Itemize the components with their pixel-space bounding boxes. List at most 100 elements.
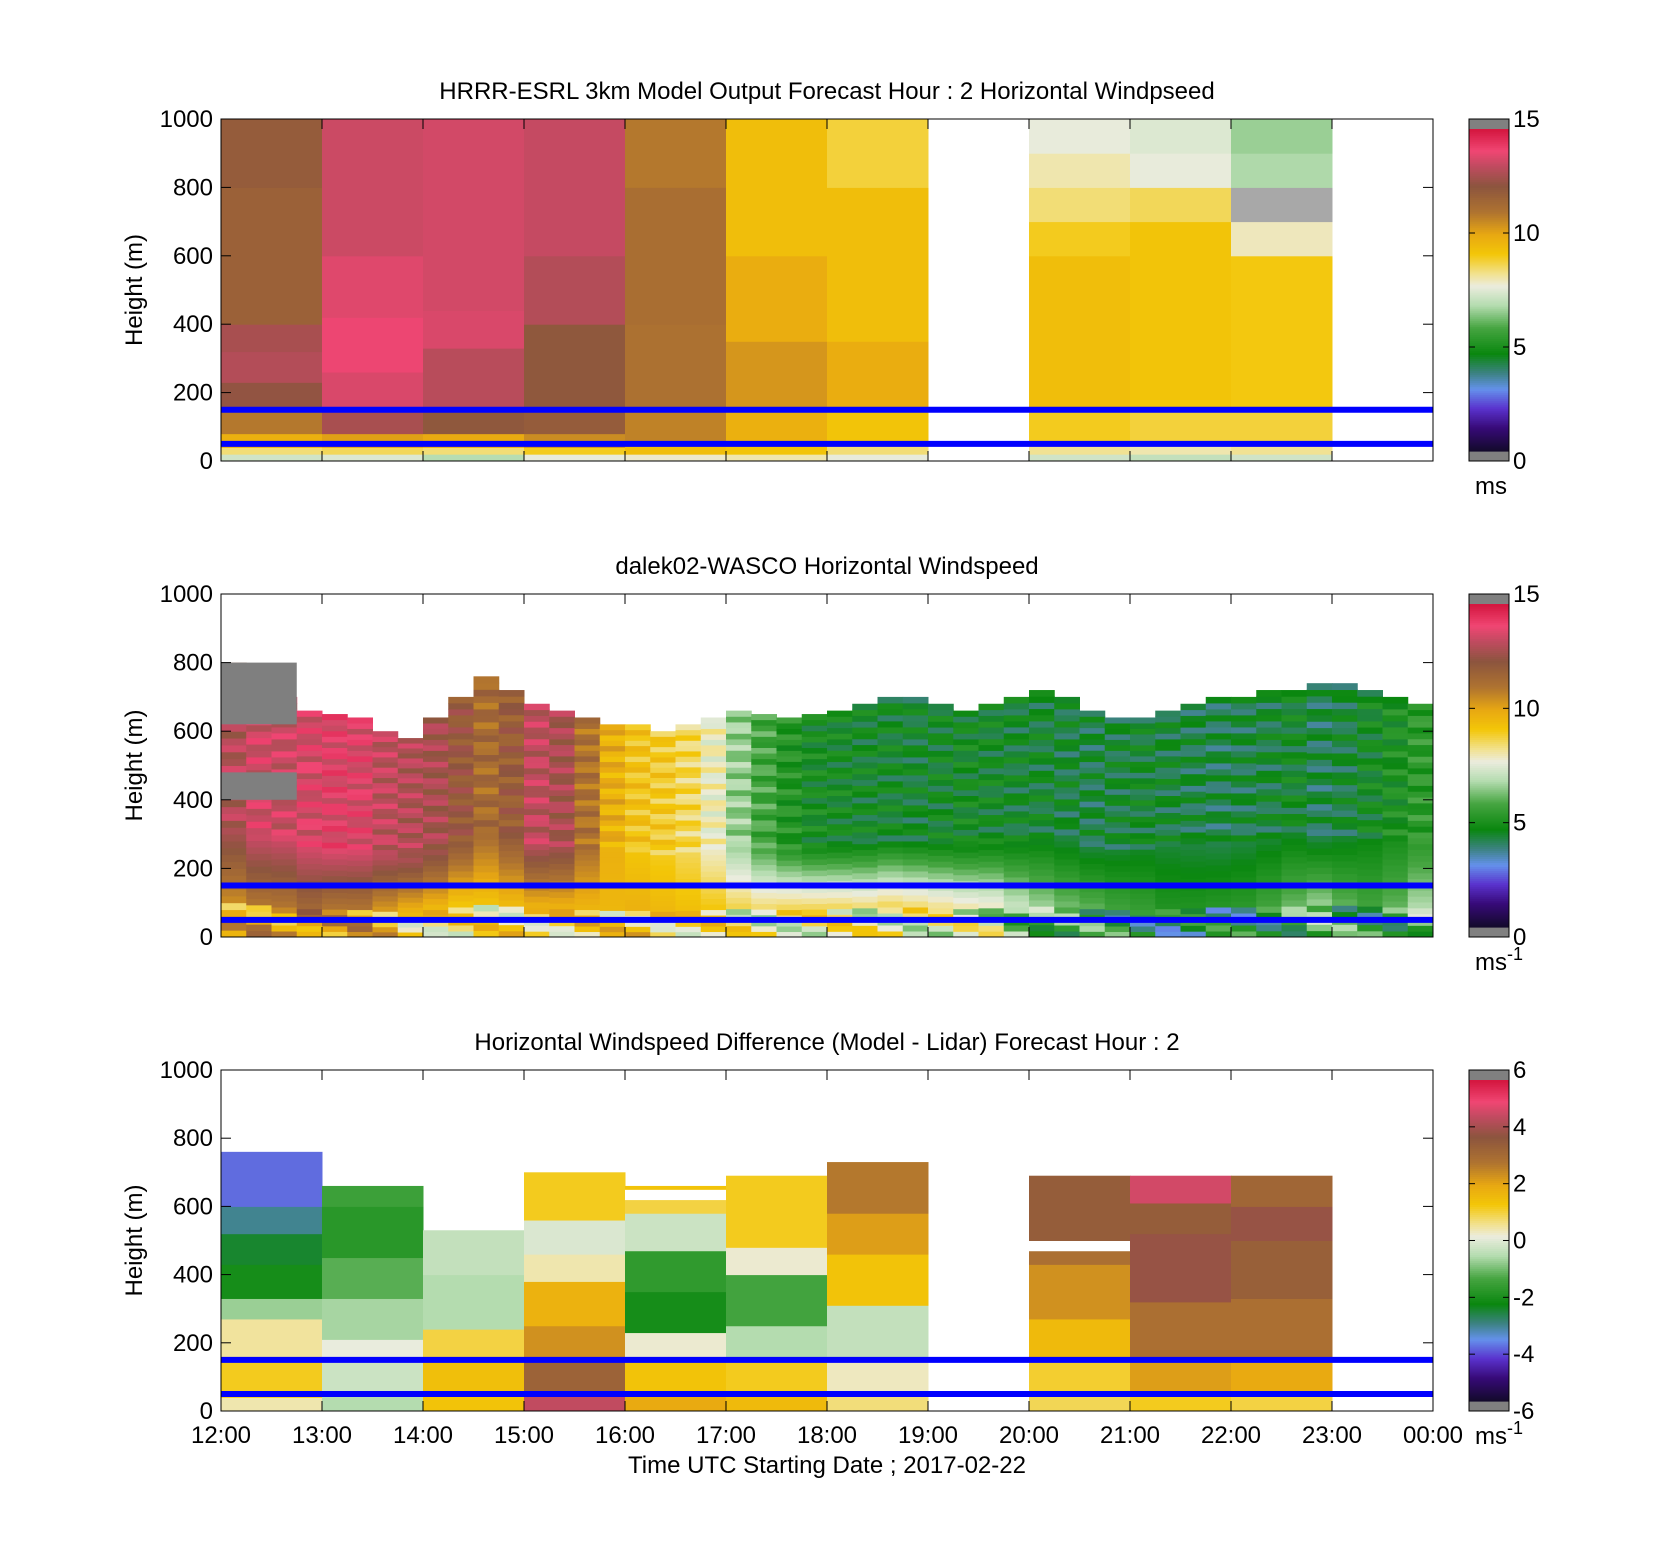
cell [549,772,575,780]
colorbar-segment [1469,1162,1509,1165]
cell [1382,798,1409,806]
cell [221,923,247,931]
cell [524,1220,626,1255]
colorbar-segment [1469,1306,1509,1310]
cell [1332,721,1358,729]
cell [423,739,449,746]
cell [1231,1175,1333,1207]
colorbar-segment [1469,225,1509,229]
cell [599,734,626,741]
colorbar-segment [1469,773,1509,777]
cell [1180,890,1207,897]
cell [726,454,828,462]
cell [423,454,525,462]
cell [498,924,525,932]
cell [246,834,272,842]
cell [448,822,474,830]
colorbar-segment [1469,251,1509,255]
cell [877,828,904,836]
colorbar-segment [1469,858,1509,861]
cell [574,761,601,768]
colorbar-segment [1469,896,1509,900]
colorbar-overflow-cap [1469,1070,1509,1080]
cell [776,887,803,894]
cell [1079,891,1106,898]
cell [1155,767,1181,774]
cell [751,864,777,871]
cell [1306,905,1333,913]
colorbar-segment [1469,370,1509,374]
cell [1231,852,1257,860]
cell [827,755,853,763]
colorbar-segment [1469,1334,1509,1338]
cell [574,926,601,933]
cell [1205,750,1232,758]
colorbar-segment [1469,434,1509,438]
cell [625,846,651,853]
cell [221,930,247,938]
colorbar-segment [1469,1394,1509,1398]
cell [549,835,575,842]
cell [574,898,601,905]
cell [549,721,575,729]
cell [650,777,676,784]
cell [650,849,676,856]
cell [751,931,777,938]
colorbar-segment [1469,1384,1509,1388]
cell [549,738,575,746]
cell [397,872,424,878]
cell [1256,714,1282,722]
y-tick-label: 0 [200,448,213,475]
cell [448,708,474,716]
cell [1054,852,1080,860]
cell [928,832,954,839]
cell [675,809,702,816]
cell [1357,745,1383,753]
cell [700,821,727,828]
cell [1281,924,1308,932]
colorbar-segment [1469,247,1509,251]
cell [827,857,853,864]
colorbar-segment [1469,217,1509,221]
cell [1130,772,1156,779]
cell [271,858,298,866]
colorbar-segment [1469,1316,1509,1320]
cell [776,788,803,795]
colorbar-segment [1469,1340,1509,1344]
cell [423,1393,525,1412]
cell [1407,715,1434,722]
cell [397,822,424,829]
cell [1306,683,1333,691]
cell [902,858,929,866]
cell [296,903,323,910]
cell [1231,454,1333,462]
cell [928,762,954,769]
cell [498,776,525,784]
cell [1205,870,1232,878]
cell [1104,783,1131,790]
colorbar-segment [1469,846,1509,849]
cell [574,904,601,911]
colorbar-segment [1469,832,1509,835]
cell [625,724,651,731]
cell [1079,818,1106,825]
cell [902,888,929,896]
cell [1029,887,1055,895]
cell [322,842,348,849]
cell [928,767,954,775]
cell [675,820,702,826]
colorbar-segment [1469,426,1509,430]
colorbar-segment [1469,1276,1509,1280]
cell [1029,794,1055,802]
cell [675,729,702,736]
colorbar-segment [1469,1152,1509,1155]
cell [726,772,752,780]
colorbar-segment [1469,1150,1509,1153]
cell [978,802,1005,810]
colorbar-segment [1469,191,1509,194]
cell [322,1206,424,1259]
colorbar-segment [1469,636,1509,639]
colorbar-segment [1469,243,1509,247]
cell [322,1257,424,1299]
colorbar-segment [1469,1126,1509,1129]
